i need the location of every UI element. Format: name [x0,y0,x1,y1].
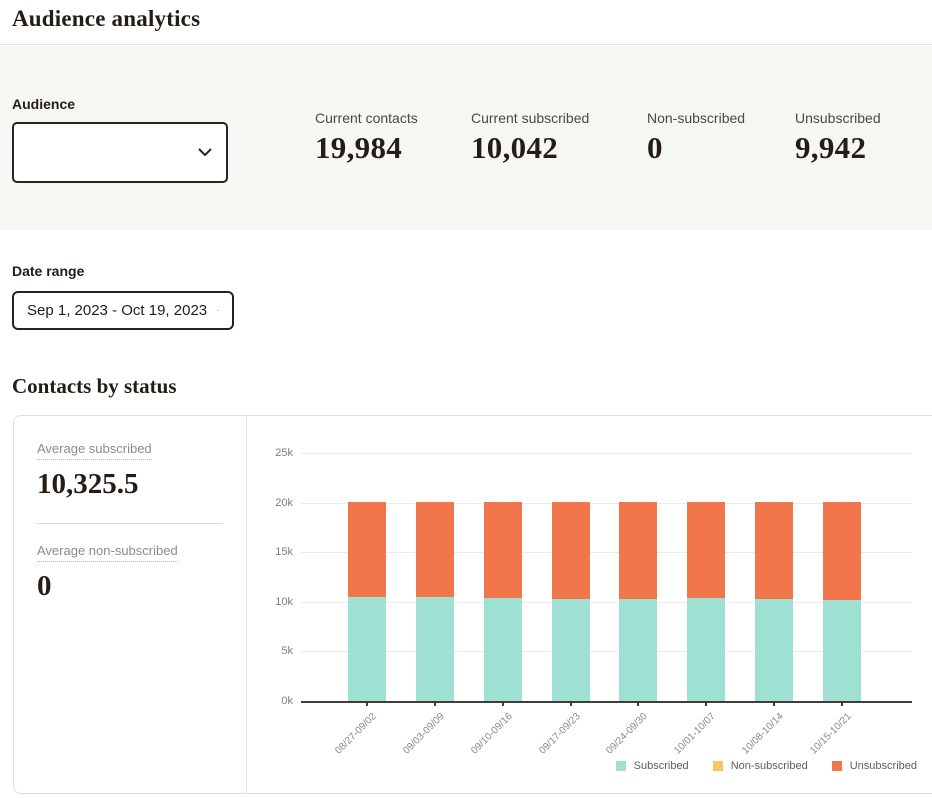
date-range-select[interactable]: Sep 1, 2023 - Oct 19, 2023 [12,291,234,330]
y-axis-tick-label: 25k [275,447,293,459]
legend-swatch [615,761,626,771]
bar-08/27-09/02[interactable] [348,501,386,701]
x-axis-line [301,701,912,703]
x-axis-tick [501,701,504,706]
average-non-subscribed-value: 0 [37,570,52,602]
legend-item-non-subscribed[interactable]: Non-subscribed [712,760,808,772]
legend-label: Subscribed [633,760,689,772]
legend-swatch [712,761,723,771]
x-axis-tick [569,701,572,706]
date-range-value: Sep 1, 2023 - Oct 19, 2023 [27,302,208,319]
stat-value: 19,984 [315,130,403,165]
bar-segment-unsubscribed[interactable] [822,502,861,601]
x-axis-tick [773,701,776,706]
average-subscribed-label: Average subscribed [37,441,152,460]
chevron-down-icon [217,309,219,311]
bar-10/15-10/21[interactable] [822,502,861,701]
x-axis-tick [366,701,368,706]
bar-09/10-09/16[interactable] [483,501,522,701]
chevron-down-icon [198,148,212,156]
stat-non-subscribed: Non-subscribed 0 [647,110,795,166]
bar-segment-unsubscribed[interactable] [755,501,794,600]
x-axis-label: 09/10-09/16 [468,711,515,757]
header-divider [0,44,932,45]
x-axis-label: 10/08-10/14 [740,711,786,757]
bar-segment-subscribed[interactable] [348,597,386,701]
bar-segment-subscribed[interactable] [822,600,861,701]
bar-segment-unsubscribed[interactable] [415,501,454,597]
bar-segment-unsubscribed[interactable] [619,501,658,600]
average-non-subscribed-label: Average non-subscribed [37,543,178,562]
x-axis-label: 09/17-09/23 [536,711,583,757]
chart-legend: Subscribed Non-subscribed Unsubscribed [615,760,917,772]
audience-summary-panel: Audience Current contacts 19,984 Current… [0,46,932,230]
average-subscribed-value: 10,325.5 [37,468,139,500]
contacts-chart: 0k 5k 10k 15k 20k 25k 08/27-09/02 09/03-09/09 0… [247,416,932,793]
bar-segment-unsubscribed[interactable] [348,501,386,598]
y-axis-tick-label: 20k [275,496,293,509]
bar-10/08-10/14[interactable] [755,501,794,701]
x-axis-label: 10/15-10/21 [808,711,854,757]
stat-value: 10,042 [471,130,559,165]
stat-unsubscribed: Unsubscribed 9,942 [795,110,932,166]
y-axis-tick-label: 15k [275,546,293,559]
stat-label: Non-subscribed [647,110,746,126]
bar-segment-subscribed[interactable] [619,599,658,701]
bar-segment-subscribed[interactable] [687,598,726,701]
chart-plot-area [301,453,912,703]
stat-value: 9,942 [795,130,867,165]
y-axis-tick-label: 5k [281,645,293,658]
y-axis-tick-label: 0k [281,695,293,707]
bar-09/03-09/09[interactable] [415,501,454,701]
averages-divider [37,523,223,524]
legend-label: Unsubscribed [849,760,917,772]
bar-09/24-09/30[interactable] [619,501,658,701]
x-axis-label: 10/01-10/07 [672,711,719,757]
page-title: Audience analytics [12,6,201,31]
averages-panel: Average subscribed 10,325.5 Average non-… [14,416,247,793]
stat-label: Current subscribed [471,110,590,126]
audience-select[interactable] [12,122,228,183]
stat-current-subscribed: Current subscribed 10,042 [471,110,647,166]
x-axis-tick [433,701,436,706]
legend-label: Non-subscribed [730,760,808,772]
bar-segment-subscribed[interactable] [755,599,794,701]
gridline [301,651,912,653]
gridline [301,552,912,554]
contacts-by-status-card: Average subscribed 10,325.5 Average non-… [13,415,932,794]
audience-field-label: Audience [12,96,76,112]
bar-segment-unsubscribed[interactable] [551,501,590,600]
stat-value: 0 [647,130,663,165]
gridline [301,453,912,454]
contacts-by-status-title: Contacts by status [12,374,177,398]
stat-label: Current contacts [315,110,418,126]
x-axis-label: 08/27-09/02 [333,711,379,757]
date-range-field-label: Date range [12,263,85,279]
stat-label: Unsubscribed [795,110,881,126]
x-axis-label: 09/03-09/09 [401,711,447,757]
bar-segment-unsubscribed[interactable] [687,501,726,599]
legend-item-subscribed[interactable]: Subscribed [615,760,689,772]
bar-10/01-10/07[interactable] [687,501,726,701]
bar-segment-unsubscribed[interactable] [483,501,522,598]
stat-current-contacts: Current contacts 19,984 [315,110,471,166]
bar-09/17-09/23[interactable] [551,501,590,701]
gridline [301,601,912,603]
legend-swatch [831,761,842,771]
x-axis-tick [705,701,708,706]
bar-segment-subscribed[interactable] [551,599,590,701]
gridline [301,502,912,504]
x-axis-tick [637,701,640,706]
y-axis-tick-label: 10k [275,595,293,608]
bar-segment-subscribed[interactable] [415,596,454,701]
bar-segment-subscribed[interactable] [483,597,522,701]
legend-item-unsubscribed[interactable]: Unsubscribed [831,760,917,772]
contact-stats-row: Current contacts 19,984 Current subscrib… [315,110,932,166]
x-axis-label: 09/24-09/30 [604,711,651,757]
x-axis-tick [840,701,843,706]
